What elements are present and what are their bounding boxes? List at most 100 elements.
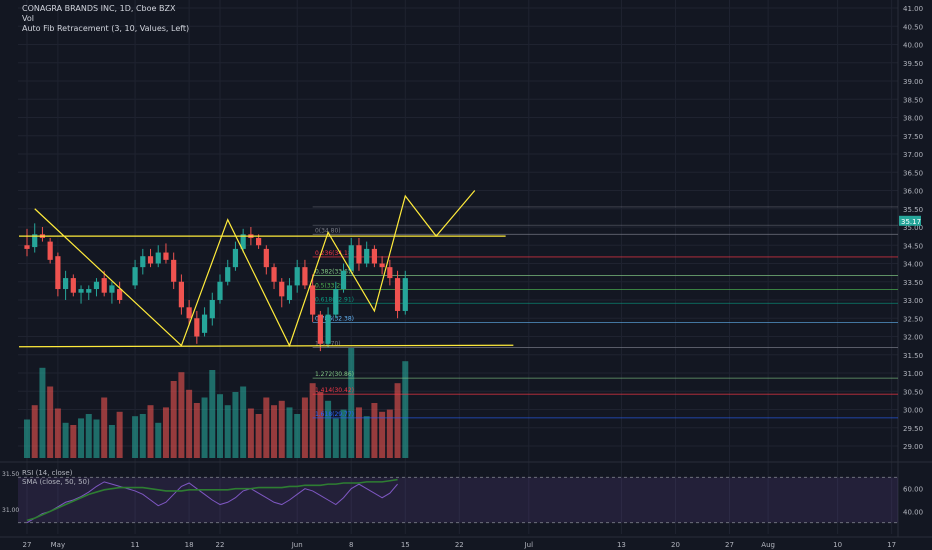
volume-bar [78, 418, 85, 458]
volume-bar [386, 409, 393, 458]
volume-bars [24, 348, 409, 458]
candle-body [93, 281, 100, 290]
volume-bar [309, 383, 316, 458]
price-tick-label: 34.00 [903, 261, 923, 269]
candle-body [325, 314, 331, 344]
price-tick-label: 35.50 [903, 206, 923, 214]
pattern-lines [18, 190, 514, 348]
candle-body [201, 314, 208, 333]
price-tick-label: 35.00 [903, 224, 923, 232]
candle-body [240, 234, 246, 249]
grid [0, 0, 932, 538]
volume-bar [402, 361, 409, 458]
price-tick-label: 39.50 [903, 60, 923, 68]
time-tick-label: 11 [131, 541, 140, 549]
candle-body [132, 267, 138, 286]
price-tick-label: 30.00 [903, 407, 923, 415]
volume-bar [348, 348, 355, 458]
volume-bar [240, 386, 247, 458]
volume-bar [371, 403, 378, 458]
candle-body [47, 241, 53, 260]
time-tick-label: May [51, 541, 65, 549]
price-tick-label: 40.50 [903, 23, 923, 31]
left-tick-label: 31.00 [2, 507, 19, 514]
volume-bar [340, 409, 347, 458]
rsi-legend: RSI (14, close) [22, 469, 73, 477]
volume-bar [162, 407, 169, 458]
fib-level-label: 1.618(29.77) [315, 411, 354, 418]
volume-legend: Vol [22, 14, 34, 23]
time-axis: 27May111822Jun81522Jul132027Aug101724Sep… [23, 541, 897, 549]
volume-bar [24, 419, 30, 458]
candle-body [263, 248, 269, 268]
candle-body [364, 248, 370, 264]
candle-body [310, 285, 316, 315]
volume-bar [271, 405, 278, 458]
fib-level-label: 1.272(30.86) [315, 371, 354, 378]
candles [24, 223, 408, 352]
sma-line [26, 478, 398, 522]
candle-body [271, 267, 277, 282]
time-tick-label: 13 [617, 541, 626, 549]
volume-bar [132, 416, 139, 458]
volume-bar [93, 419, 100, 458]
candle-body [109, 285, 115, 293]
candle-body [340, 270, 347, 290]
candle-body [78, 289, 84, 293]
price-tick-label: 37.00 [903, 151, 923, 159]
volume-bar [355, 407, 362, 458]
candle-body [32, 234, 38, 248]
volume-bar [247, 408, 254, 458]
price-tick-label: 41.00 [903, 5, 923, 13]
time-tick-label: 20 [671, 541, 680, 549]
volume-bar [201, 397, 208, 458]
volume-bar [186, 389, 193, 458]
time-tick-label: 10 [833, 541, 842, 549]
volume-bar [108, 425, 115, 458]
volume-bar [70, 425, 77, 458]
volume-bar [209, 370, 216, 458]
candle-body [178, 281, 184, 308]
candle-body [356, 245, 362, 264]
volume-bar [294, 414, 301, 458]
price-tick-label: 36.50 [903, 169, 923, 177]
support-line [18, 344, 514, 348]
volume-bar [85, 414, 92, 458]
volume-bar [101, 397, 108, 458]
price-tick-label: 39.00 [903, 78, 923, 86]
candle-body [371, 248, 377, 264]
price-tick-label: 37.50 [903, 133, 923, 141]
candle-body [317, 314, 323, 344]
time-tick-label: Jul [524, 541, 534, 549]
price-badge-label: 35.17 [901, 218, 921, 226]
candle-body [402, 278, 408, 311]
volume-bar [317, 392, 324, 458]
volume-bar [394, 383, 401, 458]
candle-body [140, 256, 146, 268]
volume-bar [255, 414, 262, 458]
volume-bar [116, 411, 123, 458]
rsi-line [26, 481, 398, 524]
volume-bar [193, 403, 200, 458]
volume-bar [325, 400, 332, 458]
candle-body [117, 289, 123, 300]
candle-body [379, 263, 385, 268]
volume-bar [286, 407, 293, 458]
volume-bar [232, 392, 239, 458]
candle-body [232, 248, 239, 268]
candle-body [24, 245, 30, 249]
volume-bar [363, 416, 370, 458]
price-tick-label: 29.00 [903, 443, 923, 451]
price-badge [899, 215, 921, 226]
candle-body [70, 278, 76, 293]
candle-body [256, 237, 262, 246]
volume-bar [263, 397, 270, 458]
price-tick-label: 31.00 [903, 370, 923, 378]
candle-body [163, 252, 169, 260]
candle-body [101, 278, 107, 293]
time-tick-label: Jun [291, 541, 303, 549]
volume-bar [47, 386, 54, 458]
candle-body [348, 245, 354, 271]
